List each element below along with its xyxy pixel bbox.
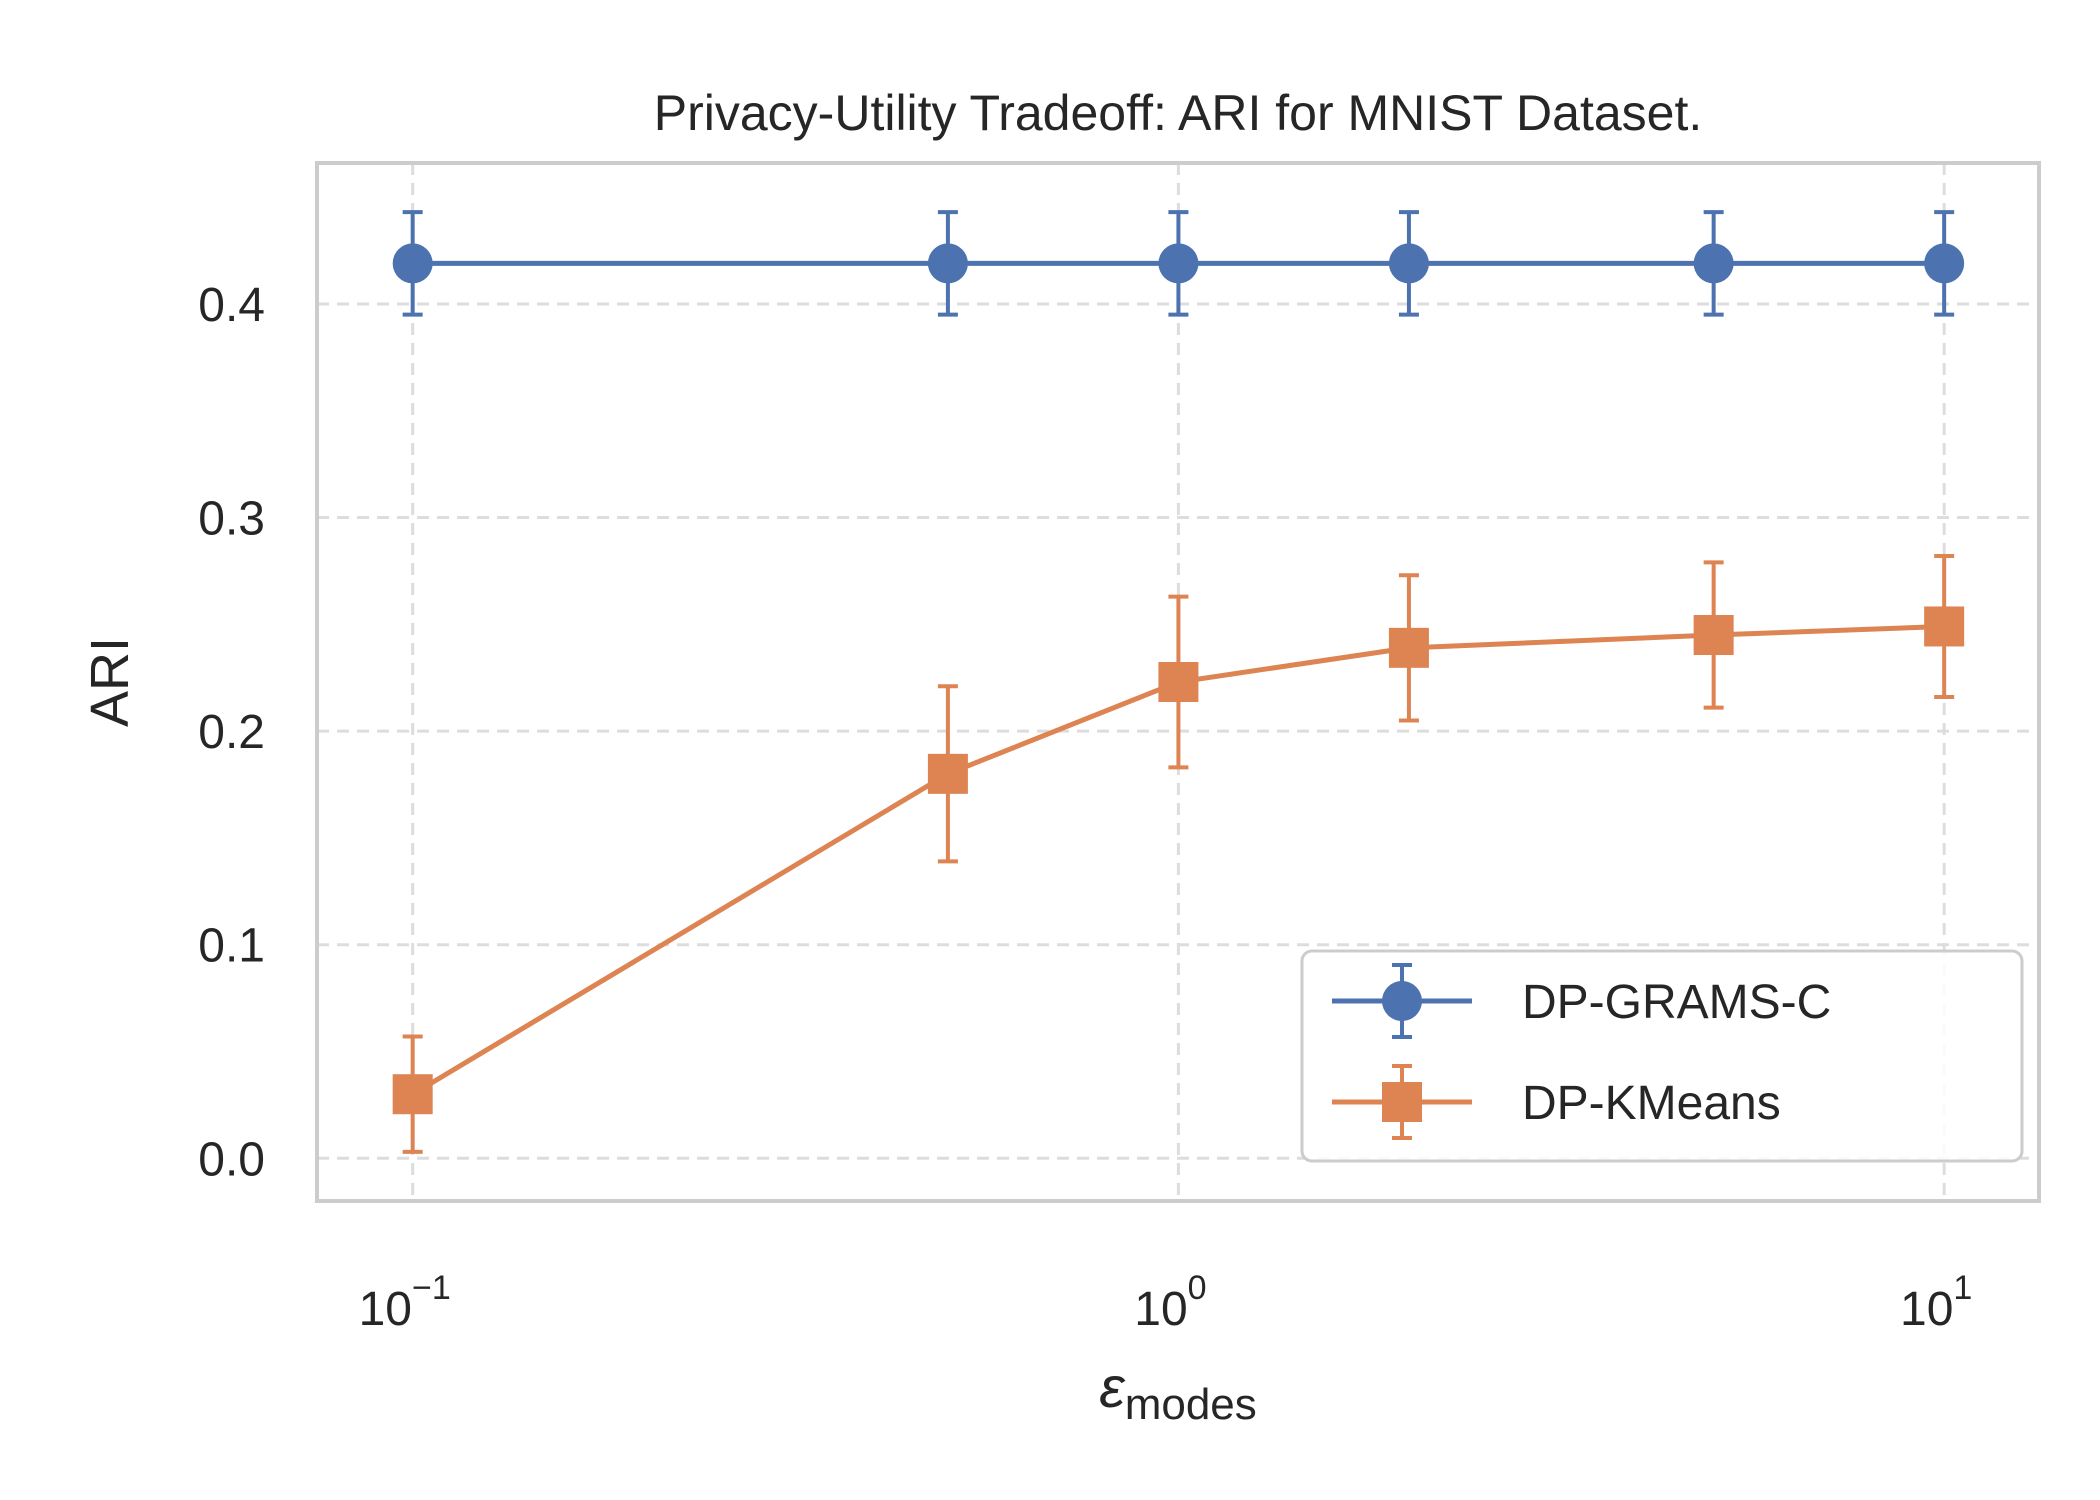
plot-frame (315, 161, 2041, 1203)
series-line-2 (411, 623, 1945, 1097)
series-layer (392, 210, 1965, 1154)
legend-marker (1382, 981, 1422, 1021)
x-axis-label-subscript: modes (1125, 1380, 1257, 1429)
y-tick-label: 0.1 (198, 920, 265, 973)
chart-title: Privacy-Utility Tradeoff: ARI for MNIST … (654, 85, 1702, 141)
x-tick-label: 10−1 (359, 1269, 451, 1336)
data-point (1158, 662, 1199, 702)
y-tick-labels: 0.0 0.1 0.2 0.3 0.4 (198, 279, 265, 1186)
x-tick-exponent: −1 (412, 1269, 451, 1307)
data-point (1158, 243, 1199, 284)
x-tick-base: 10 (1900, 1283, 1953, 1336)
x-tick-label: 100 (1134, 1269, 1206, 1336)
data-point (1924, 243, 1965, 284)
legend-box (1300, 949, 2024, 1163)
legend-item: DP-GRAMS-C (1332, 963, 1831, 1039)
x-tick-base: 10 (1134, 1283, 1187, 1336)
legend: DP-GRAMS-C DP-KMeans (1300, 949, 2024, 1163)
y-tick-label: 0.4 (198, 279, 265, 332)
y-tick-label: 0.0 (198, 1133, 265, 1186)
x-tick-exponent: 0 (1188, 1269, 1207, 1307)
y-tick-label: 0.2 (198, 706, 265, 759)
data-point (1693, 243, 1734, 284)
data-point (1693, 615, 1734, 656)
data-point (392, 243, 433, 284)
data-point (1388, 627, 1429, 668)
data-point (927, 243, 968, 284)
legend-label: DP-GRAMS-C (1522, 976, 1831, 1029)
data-point (1924, 606, 1965, 647)
legend-marker (1382, 1082, 1422, 1122)
y-tick-label: 0.3 (198, 493, 265, 546)
data-point (392, 1074, 433, 1115)
data-point (1388, 243, 1429, 284)
y-axis-label: ARI (80, 637, 140, 727)
data-point (927, 753, 968, 794)
x-tick-labels: 10−1 100 101 (359, 1269, 1973, 1336)
legend-item: DP-KMeans (1332, 1064, 1781, 1140)
x-tick-exponent: 1 (1953, 1269, 1972, 1307)
x-tick-label: 101 (1900, 1269, 1972, 1336)
x-axis-label-symbol: ε (1099, 1355, 1126, 1420)
x-tick-base: 10 (359, 1283, 412, 1336)
legend-label: DP-KMeans (1522, 1077, 1781, 1130)
x-axis-label: εmodes (1099, 1355, 1257, 1429)
